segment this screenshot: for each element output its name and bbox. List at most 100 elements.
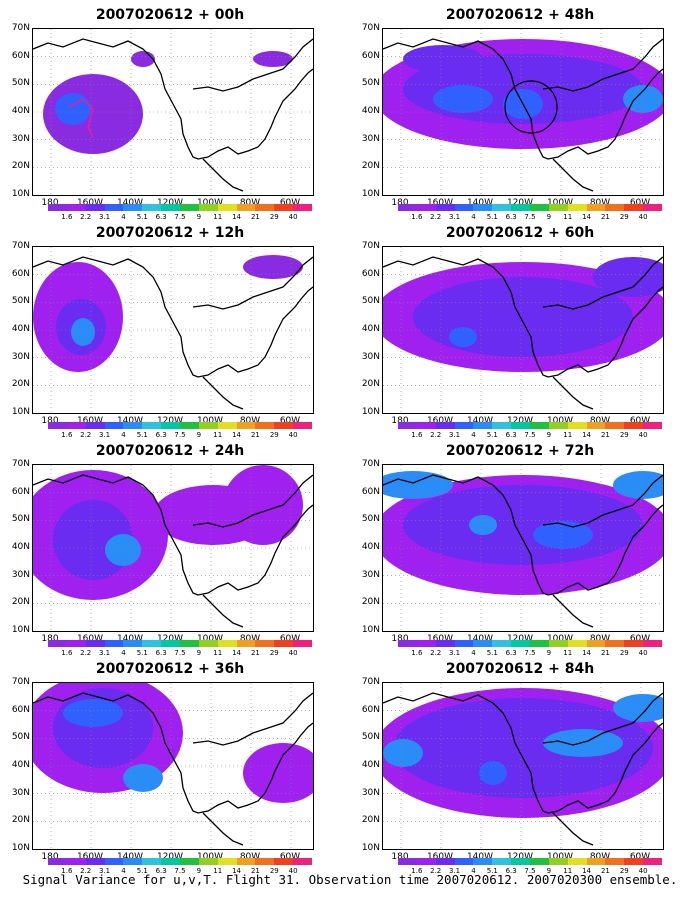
colorbar-swatch <box>398 422 417 429</box>
colorbar-swatch <box>624 858 644 865</box>
coastline <box>202 594 244 628</box>
colorbar-swatch <box>217 640 237 647</box>
lon-tick-label: 100W <box>196 634 224 644</box>
colorbar-label: 11 <box>563 649 573 657</box>
lat-tick-label: 70N <box>361 677 380 687</box>
map-area <box>382 28 664 196</box>
lon-tick-label: 100W <box>196 416 224 426</box>
map-area <box>32 464 314 632</box>
colorbar <box>398 422 663 429</box>
lat-tick-label: 50N <box>361 78 380 89</box>
lon-tick-label: 140W <box>466 198 494 208</box>
colorbar-label: 29 <box>269 649 279 657</box>
colorbar-swatch <box>85 204 105 211</box>
colorbar <box>48 204 313 211</box>
colorbar-swatch <box>530 858 549 865</box>
colorbar-swatch <box>511 204 531 211</box>
colorbar-swatch <box>454 422 474 429</box>
colorbar-label: 7.5 <box>524 649 536 657</box>
lon-tick-label: 120W <box>156 416 184 426</box>
lon-tick-label: 80W <box>589 634 611 644</box>
colorbar-label: 29 <box>619 213 629 221</box>
colorbar-swatch <box>567 858 587 865</box>
variance-region <box>243 255 303 279</box>
variance-region <box>533 521 593 549</box>
colorbar-swatch <box>548 858 568 865</box>
colorbar-label: 4 <box>471 431 476 439</box>
map-svg <box>383 29 663 195</box>
colorbar-label: 7.5 <box>174 213 186 221</box>
coastline <box>192 256 313 310</box>
colorbar-swatch <box>104 204 124 211</box>
colorbar-label: 5.1 <box>136 213 148 221</box>
lon-tick-label: 140W <box>466 852 494 862</box>
lat-tick-label: 60N <box>361 50 380 61</box>
colorbar-swatch <box>511 422 531 429</box>
colorbar-label: 5.1 <box>486 867 498 875</box>
variance-region <box>613 694 663 722</box>
colorbar-swatch <box>255 422 275 429</box>
colorbar-label: 21 <box>600 213 610 221</box>
colorbar-swatch <box>492 858 512 865</box>
map-svg <box>383 247 663 413</box>
map-panel: 2007020612 + 00h 70N 60N 50N 40N 30N 20N 10N 180… <box>0 6 340 224</box>
lat-tick-label: 60N <box>11 704 30 715</box>
colorbar-label: 3.1 <box>98 649 111 657</box>
colorbar-label: 3.1 <box>448 431 461 439</box>
lat-tick-label: 20N <box>11 161 30 172</box>
colorbar-label: 2.2 <box>80 431 92 439</box>
colorbar-swatch <box>548 422 568 429</box>
lat-tick-label: 10N <box>11 625 30 635</box>
colorbar-label: 4 <box>121 867 126 875</box>
colorbar-swatch <box>236 422 256 429</box>
colorbar-label: 14 <box>582 213 592 221</box>
colorbar-label: 9 <box>196 213 202 221</box>
lat-tick-label: 60N <box>361 704 380 715</box>
map-panel: 2007020612 + 60h 70N 60N 50N 40N 30N 20N 10N 180… <box>350 224 690 442</box>
lon-tick-label: 160W <box>426 416 454 426</box>
colorbar-swatch <box>236 858 256 865</box>
colorbar-swatch <box>85 422 105 429</box>
lat-tick-label: 30N <box>361 133 380 144</box>
colorbar-swatch <box>161 204 181 211</box>
colorbar-label: 14 <box>232 431 242 439</box>
lat-tick-label: 60N <box>11 50 30 61</box>
variance-region <box>393 698 653 798</box>
colorbar-swatch <box>274 640 294 647</box>
lon-tick-label: 60W <box>279 634 301 644</box>
lon-tick-label: 140W <box>116 852 144 862</box>
colorbar-label: 11 <box>213 431 223 439</box>
coastline <box>383 692 663 814</box>
colorbar-label: 6.3 <box>505 649 517 657</box>
colorbar-label: 3.1 <box>98 431 111 439</box>
colorbar-label: 21 <box>250 867 260 875</box>
target-circle <box>504 80 558 134</box>
variance-region <box>383 471 453 499</box>
colorbar-label: 9 <box>196 867 202 875</box>
lon-tick-label: 120W <box>506 198 534 208</box>
lat-tick-label: 50N <box>11 296 30 307</box>
colorbar-label: 3.1 <box>98 213 111 221</box>
lon-tick-label: 140W <box>116 198 144 208</box>
lon-tick-label: 180 <box>391 634 409 644</box>
variance-region <box>413 277 633 357</box>
colorbar-swatch <box>492 422 512 429</box>
colorbar-label: 7.5 <box>174 867 186 875</box>
map-svg <box>33 683 313 849</box>
map-area <box>382 246 664 414</box>
colorbar-label: 3.1 <box>448 867 461 875</box>
coastline <box>383 474 663 596</box>
lat-tick-label: 50N <box>11 514 30 525</box>
colorbar-swatch <box>217 422 237 429</box>
lon-tick-label: 120W <box>156 852 184 862</box>
colorbar-swatch <box>180 640 199 647</box>
map-area <box>382 464 664 632</box>
lon-tick-label: 180 <box>391 416 409 426</box>
colorbar-swatch <box>605 204 625 211</box>
map-panel: 2007020612 + 72h 70N 60N 50N 40N 30N 20N 10N 180… <box>350 442 690 660</box>
colorbar-swatch <box>85 640 105 647</box>
lon-tick-label: 100W <box>196 852 224 862</box>
lon-tick-label: 60W <box>279 416 301 426</box>
colorbar-swatch <box>492 204 512 211</box>
lon-tick-label: 140W <box>466 634 494 644</box>
